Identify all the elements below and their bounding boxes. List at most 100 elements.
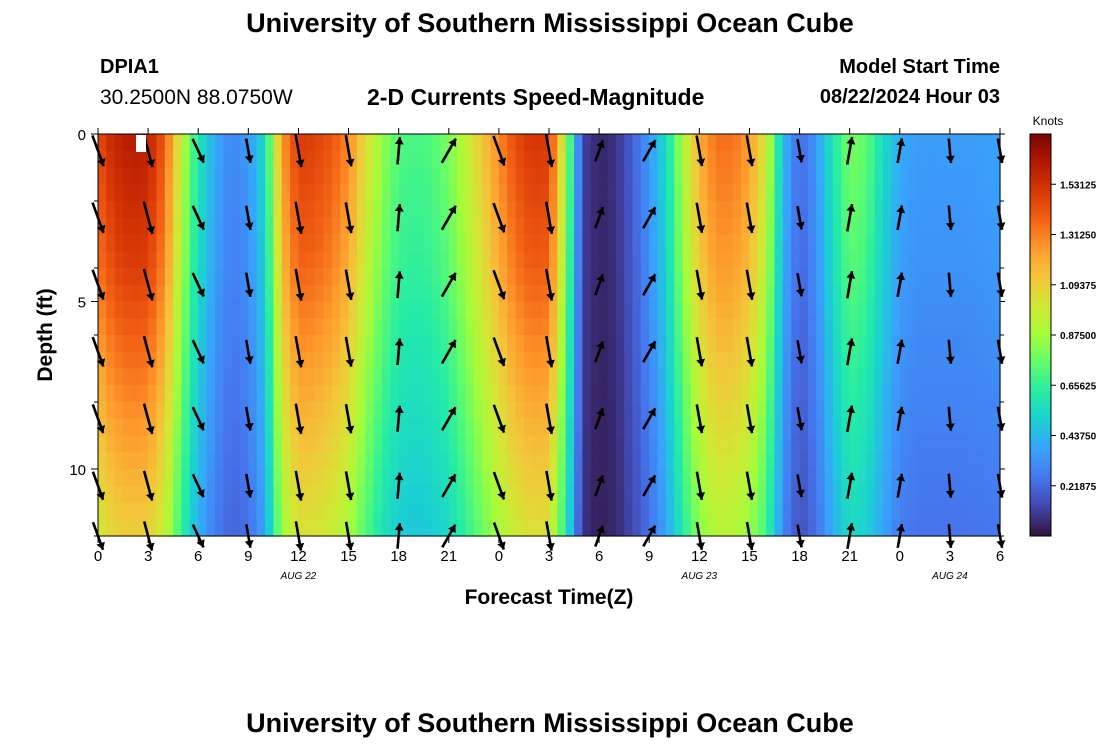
- heatmap-cell: [123, 251, 133, 269]
- heatmap-cell: [498, 368, 508, 386]
- heatmap-cell: [198, 268, 208, 286]
- heatmap-cell: [231, 385, 241, 403]
- heatmap-cell: [398, 251, 408, 269]
- heatmap-cell: [891, 402, 901, 420]
- heatmap-cell: [565, 335, 575, 353]
- heatmap-cell: [991, 134, 1001, 152]
- heatmap-cell: [791, 134, 801, 152]
- heatmap-cell: [983, 435, 993, 453]
- heatmap-cell: [874, 368, 884, 386]
- heatmap-cell: [849, 469, 859, 487]
- heatmap-cell: [356, 217, 366, 236]
- heatmap-cell: [791, 435, 801, 453]
- heatmap-cell: [298, 318, 308, 336]
- heatmap-cell: [498, 184, 508, 202]
- current-vector: [896, 205, 906, 231]
- heatmap-cell: [98, 368, 107, 386]
- heatmap-cell: [181, 150, 191, 169]
- heatmap-cell: [465, 150, 475, 169]
- heatmap-cell: [615, 234, 625, 252]
- heatmap-cell: [323, 402, 333, 420]
- heatmap-cell: [181, 385, 191, 403]
- heatmap-cell: [582, 167, 592, 185]
- heatmap-cell: [448, 318, 458, 336]
- heatmap-cell: [891, 502, 901, 520]
- heatmap-cell: [958, 452, 968, 470]
- heatmap-cell: [356, 351, 366, 370]
- heatmap-cell: [173, 335, 183, 353]
- heatmap-cell: [582, 217, 592, 236]
- current-vector: [642, 340, 657, 363]
- heatmap-cell: [665, 201, 675, 219]
- heatmap-cell: [682, 184, 692, 202]
- x-tick-label: 0: [495, 548, 503, 565]
- heatmap-cell: [966, 335, 976, 353]
- heatmap-cell: [741, 301, 751, 319]
- heatmap-cell: [373, 519, 383, 537]
- heatmap-cell: [883, 234, 893, 252]
- heatmap-cell: [156, 418, 166, 437]
- heatmap-cell: [949, 301, 959, 319]
- heatmap-cell: [757, 150, 767, 169]
- heatmap-cell: [473, 502, 483, 520]
- heatmap-cell: [290, 435, 300, 453]
- heatmap-cell: [549, 268, 558, 286]
- heatmap-cell: [482, 402, 492, 420]
- heatmap-cell: [690, 485, 700, 504]
- heatmap-cell: [365, 502, 375, 520]
- heatmap-cell: [239, 418, 249, 437]
- heatmap-cell: [214, 234, 224, 252]
- heatmap-cell: [473, 385, 483, 403]
- x-date-label: AUG 24: [931, 571, 968, 582]
- heatmap-cell: [632, 150, 642, 169]
- heatmap-cell: [114, 435, 124, 453]
- heatmap-cell: [690, 469, 700, 487]
- heatmap-cell: [615, 268, 625, 286]
- heatmap-cell: [607, 402, 617, 420]
- heatmap-cell: [991, 150, 1001, 169]
- heatmap-cell: [966, 217, 976, 236]
- heatmap-cell: [390, 469, 400, 487]
- heatmap-cell: [908, 469, 918, 487]
- heatmap-cell: [189, 485, 199, 504]
- heatmap-cell: [415, 418, 425, 437]
- heatmap-cell: [716, 134, 725, 152]
- heatmap-cell: [432, 418, 442, 437]
- heatmap-cell: [540, 335, 550, 353]
- heatmap-cell: [741, 502, 751, 520]
- heatmap-cell: [173, 268, 183, 286]
- heatmap-cell: [423, 485, 433, 504]
- heatmap-cell: [214, 167, 224, 185]
- heatmap-cell: [858, 134, 867, 152]
- heatmap-cell: [515, 134, 525, 152]
- heatmap-cell: [557, 418, 567, 437]
- heatmap-cell: [473, 351, 483, 370]
- heatmap-cell: [782, 385, 792, 403]
- heatmap-cell: [407, 351, 416, 370]
- colorbar-tick-label: 0.65625: [1060, 381, 1097, 392]
- heatmap-cell: [699, 134, 709, 152]
- current-vector: [142, 201, 155, 235]
- heatmap-cell: [741, 201, 751, 219]
- heatmap-cell: [323, 234, 333, 252]
- heatmap-cell: [983, 217, 993, 236]
- heatmap-cell: [448, 284, 458, 303]
- heatmap-cell: [231, 284, 241, 303]
- heatmap-cell: [398, 502, 408, 520]
- heatmap-cell: [356, 234, 366, 252]
- heatmap-cell: [465, 485, 475, 504]
- heatmap-cell: [181, 519, 191, 537]
- heatmap-cell: [716, 385, 725, 403]
- heatmap-cell: [331, 268, 341, 286]
- heatmap-cell: [265, 201, 274, 219]
- heatmap-cell: [657, 150, 667, 169]
- heatmap-cell: [624, 284, 634, 303]
- heatmap-cell: [348, 385, 358, 403]
- heatmap-cell: [599, 351, 609, 370]
- heatmap-cell: [690, 184, 700, 202]
- heatmap-cell: [356, 402, 366, 420]
- heatmap-cell: [757, 469, 767, 487]
- heatmap-cell: [306, 335, 316, 353]
- heatmap-cell: [958, 351, 968, 370]
- heatmap-cell: [106, 234, 116, 252]
